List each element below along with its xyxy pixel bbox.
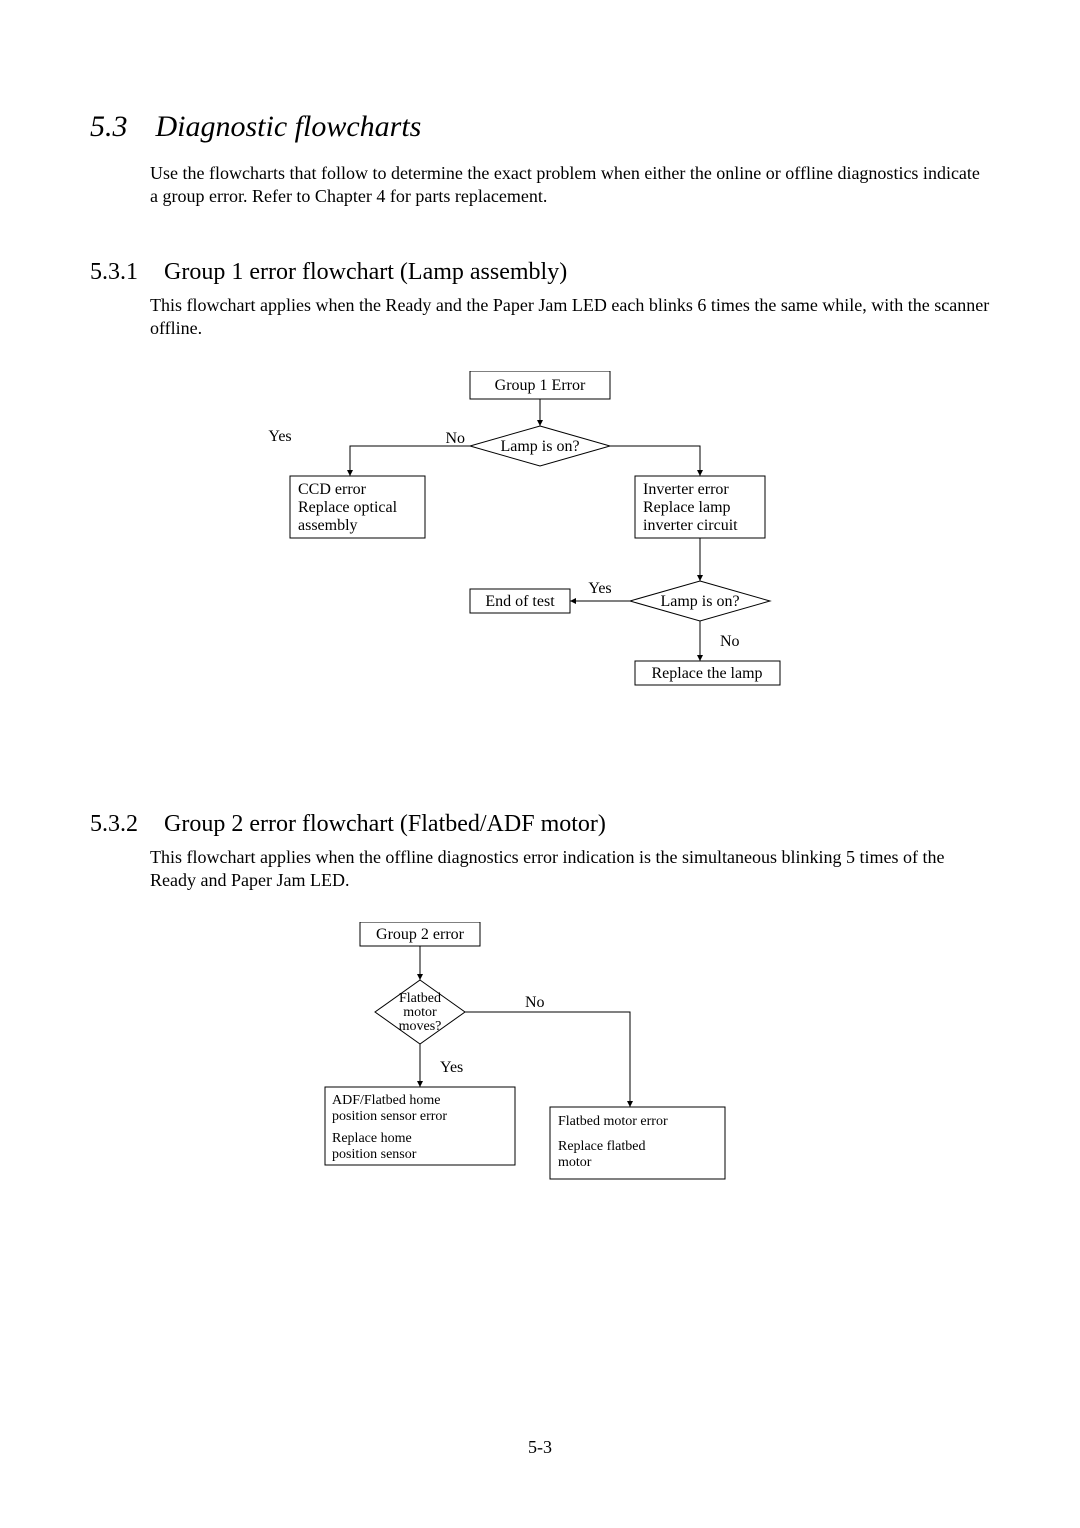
node-adf-l3: Replace home — [332, 1131, 412, 1146]
section-title-text: Diagnostic flowcharts — [156, 110, 422, 143]
node-adf-l4: position sensor — [332, 1147, 417, 1162]
node-d1-2-l3: moves? — [399, 1019, 442, 1034]
edge-d1-inv — [610, 446, 700, 476]
node-fm-l2: Replace flatbed — [558, 1139, 645, 1154]
node-fm-l3: motor — [558, 1155, 592, 1170]
node-repl-label: Replace the lamp — [651, 665, 762, 682]
node-adf-l2: position sensor error — [332, 1109, 447, 1124]
node-ccd-l3: assembly — [298, 517, 358, 534]
subsection-1-title-text: Group 1 error flowchart (Lamp assembly) — [164, 259, 567, 285]
subsection-2-number: 5.3.2 — [90, 811, 158, 838]
node-d1-2-l1: Flatbed — [399, 991, 441, 1006]
edge-d2-yes-label: Yes — [588, 580, 611, 597]
flowchart-group1: Group 1 Error Lamp is on? Yes CCD error … — [90, 371, 990, 731]
subsection-2-title: 5.3.2 Group 2 error flowchart (Flatbed/A… — [90, 811, 990, 838]
node-fm-l1: Flatbed motor error — [558, 1114, 668, 1129]
node-end-label: End of test — [485, 593, 555, 610]
subsection-1-number: 5.3.1 — [90, 259, 158, 286]
node-inv-l2: Replace lamp — [643, 499, 731, 516]
subsection-1: 5.3.1 Group 1 error flowchart (Lamp asse… — [90, 259, 990, 731]
flowchart-group2: Group 2 error Flatbed motor moves? No Ye… — [90, 922, 990, 1212]
node-ccd-l2: Replace optical — [298, 499, 398, 516]
edge2-no-label: No — [525, 994, 545, 1011]
node-d1-label: Lamp is on? — [500, 438, 579, 455]
edge-d1-yes-label: Yes — [268, 428, 291, 445]
edge2-yes-label: Yes — [440, 1059, 463, 1076]
node-start2-label: Group 2 error — [376, 926, 465, 943]
subsection-2-intro: This flowchart applies when the offline … — [150, 846, 990, 893]
edge-d2-no-label: No — [720, 633, 740, 650]
section-title: 5.3 Diagnostic flowcharts — [90, 110, 990, 144]
node-inv-l3: inverter circuit — [643, 517, 738, 534]
node-start-label: Group 1 Error — [495, 377, 586, 394]
subsection-2-title-text: Group 2 error flowchart (Flatbed/ADF mot… — [164, 811, 606, 837]
subsection-2: 5.3.2 Group 2 error flowchart (Flatbed/A… — [90, 811, 990, 1213]
node-d2-label: Lamp is on? — [660, 593, 739, 610]
node-adf-l1: ADF/Flatbed home — [332, 1093, 441, 1108]
section-intro: Use the flowcharts that follow to determ… — [150, 162, 990, 209]
node-d1-2-l2: motor — [403, 1005, 437, 1020]
subsection-1-intro: This flowchart applies when the Ready an… — [150, 294, 990, 341]
subsection-1-title: 5.3.1 Group 1 error flowchart (Lamp asse… — [90, 259, 990, 286]
section-number: 5.3 — [90, 110, 148, 144]
node-inv-l1: Inverter error — [643, 481, 729, 498]
edge-d1-ccd — [350, 446, 470, 476]
node-ccd-l1: CCD error — [298, 481, 367, 498]
edge-d1-no-label: No — [445, 430, 465, 447]
page-number: 5-3 — [0, 1437, 1080, 1458]
